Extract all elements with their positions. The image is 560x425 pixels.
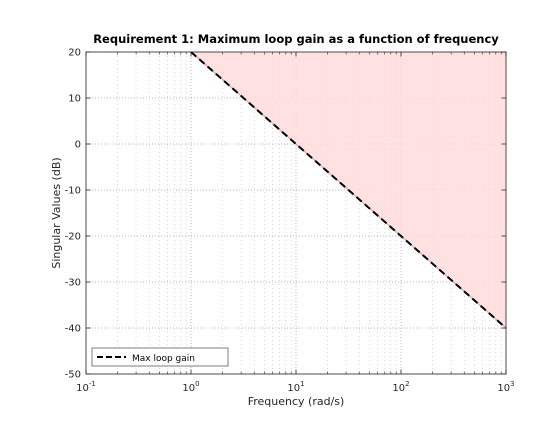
x-tick-labels: 10-1 100 101 102 103 (76, 380, 514, 394)
y-tick-label: 20 (68, 48, 81, 59)
x-tick-exponent: 3 (510, 380, 514, 388)
x-tick-exponent: 1 (300, 380, 304, 388)
y-tick-label: 10 (68, 94, 81, 105)
x-tick-label: 103 (497, 380, 514, 394)
y-tick-label: -10 (65, 186, 81, 197)
legend-label-max-loop-gain: Max loop gain (132, 354, 195, 364)
y-axis-label: Singular Values (dB) (50, 157, 63, 268)
series-line-max-loop-gain (190, 51, 507, 329)
x-tick-label: 101 (287, 380, 304, 394)
axis-ticks (85, 51, 507, 375)
y-tick-label: 0 (75, 140, 81, 151)
x-tick-exponent: -1 (89, 380, 96, 388)
y-tick-label: -30 (65, 278, 81, 289)
x-tick-exponent: 2 (405, 380, 409, 388)
x-axis-label: Frequency (rad/s) (248, 395, 345, 408)
x-tick-exponent: 0 (195, 380, 199, 388)
legend: Max loop gain (91, 347, 229, 367)
x-tick-label: 10-1 (76, 380, 96, 394)
y-tick-label: -40 (65, 324, 81, 335)
y-tick-label: -50 (65, 370, 81, 381)
legend-box (91, 347, 229, 367)
y-tick-labels: 20 10 0 -10 -20 -30 -40 -50 (65, 48, 81, 381)
y-tick-label: -20 (65, 232, 81, 243)
chart-title: Requirement 1: Maximum loop gain as a fu… (93, 32, 499, 46)
x-tick-label: 100 (182, 380, 199, 394)
x-tick-label: 102 (392, 380, 409, 394)
